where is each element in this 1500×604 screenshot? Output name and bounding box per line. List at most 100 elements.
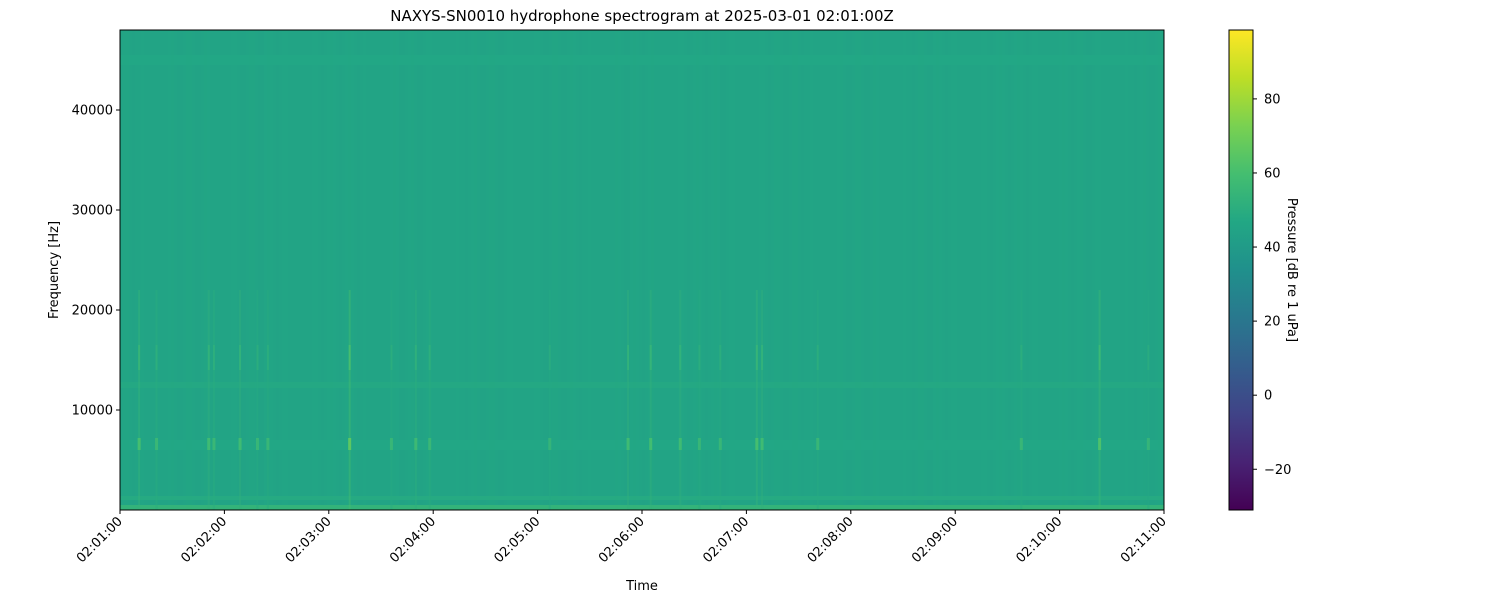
heatmap-column [795, 30, 798, 510]
x-tick-label: 02:03:00 [283, 514, 335, 566]
heatmap-column [243, 30, 246, 510]
transient-streak [649, 290, 652, 510]
heatmap-column [414, 30, 417, 510]
heatmap-column [1023, 30, 1026, 510]
heatmap-column [822, 30, 825, 510]
heatmap-column [930, 30, 933, 510]
heatmap-column [447, 30, 450, 510]
transient-peak-6k [697, 438, 701, 450]
heatmap-column [1005, 30, 1008, 510]
heatmap-column [537, 30, 540, 510]
heatmap-column [750, 30, 753, 510]
heatmap-column [645, 30, 648, 510]
heatmap-column [462, 30, 465, 510]
heatmap-column [366, 30, 369, 510]
heatmap-column [858, 30, 861, 510]
heatmap-column [252, 30, 255, 510]
y-axis-label: Frequency [Hz] [47, 221, 62, 319]
heatmap-column [642, 30, 645, 510]
heatmap-column [1158, 30, 1161, 510]
heatmap-column [1071, 30, 1074, 510]
transient-peak-15k [390, 345, 393, 370]
heatmap-column [1125, 30, 1128, 510]
heatmap-column [810, 30, 813, 510]
heatmap-column [660, 30, 663, 510]
heatmap-column [411, 30, 414, 510]
heatmap-column [1041, 30, 1044, 510]
heatmap-column [828, 30, 831, 510]
heatmap-column [909, 30, 912, 510]
heatmap-column [150, 30, 153, 510]
heatmap-column [762, 30, 765, 510]
heatmap-column [384, 30, 387, 510]
heatmap-column [369, 30, 372, 510]
heatmap-column [354, 30, 357, 510]
heatmap-column [549, 30, 552, 510]
heatmap-column [939, 30, 942, 510]
heatmap-column [267, 30, 270, 510]
heatmap-column [342, 30, 345, 510]
heatmap-column [834, 30, 837, 510]
transient-peak-15k [698, 345, 701, 370]
transient-streak [155, 290, 158, 510]
heatmap-column [594, 30, 597, 510]
heatmap-column [1095, 30, 1098, 510]
heatmap-column [480, 30, 483, 510]
transient-streak [207, 290, 210, 510]
heatmap-column [744, 30, 747, 510]
heatmap-column [363, 30, 366, 510]
heatmap-column [405, 30, 408, 510]
heatmap-column [585, 30, 588, 510]
heatmap-column [438, 30, 441, 510]
heatmap-column [840, 30, 843, 510]
transient-peak-6k [137, 438, 141, 450]
heatmap-column [936, 30, 939, 510]
heatmap-column [435, 30, 438, 510]
heatmap-column [513, 30, 516, 510]
heatmap-column [804, 30, 807, 510]
heatmap-column [957, 30, 960, 510]
heatmap-column [309, 30, 312, 510]
heatmap-column [786, 30, 789, 510]
heatmap-column [630, 30, 633, 510]
transient-streak [548, 290, 551, 510]
heatmap-column [168, 30, 171, 510]
heatmap-column [306, 30, 309, 510]
heatmap-column [1152, 30, 1155, 510]
heatmap-column [876, 30, 879, 510]
transient-peak-6k [238, 438, 242, 450]
heatmap-column [1017, 30, 1020, 510]
heatmap-column [357, 30, 360, 510]
heatmap-column [1134, 30, 1137, 510]
heatmap-column [906, 30, 909, 510]
heatmap-column [237, 30, 240, 510]
transient-streak [239, 290, 242, 510]
heatmap-column [567, 30, 570, 510]
heatmap-column [1050, 30, 1053, 510]
heatmap-column [816, 30, 819, 510]
transient-streak [348, 290, 351, 510]
heatmap-column [1098, 30, 1101, 510]
heatmap-column [201, 30, 204, 510]
heatmap-column [297, 30, 300, 510]
heatmap-column [459, 30, 462, 510]
heatmap-column [489, 30, 492, 510]
heatmap-column [951, 30, 954, 510]
heatmap-column [483, 30, 486, 510]
heatmap-column [390, 30, 393, 510]
heatmap-column [912, 30, 915, 510]
heatmap-column [1035, 30, 1038, 510]
heatmap-column [591, 30, 594, 510]
heatmap-column [183, 30, 186, 510]
heatmap-column [609, 30, 612, 510]
heatmap-column [288, 30, 291, 510]
heatmap-column [771, 30, 774, 510]
colorbar-tick-label: −20 [1264, 463, 1291, 478]
heatmap-column [216, 30, 219, 510]
heatmap-column [732, 30, 735, 510]
heatmap-column [429, 30, 432, 510]
heatmap-column [663, 30, 666, 510]
heatmap-column [978, 30, 981, 510]
heatmap-column [651, 30, 654, 510]
